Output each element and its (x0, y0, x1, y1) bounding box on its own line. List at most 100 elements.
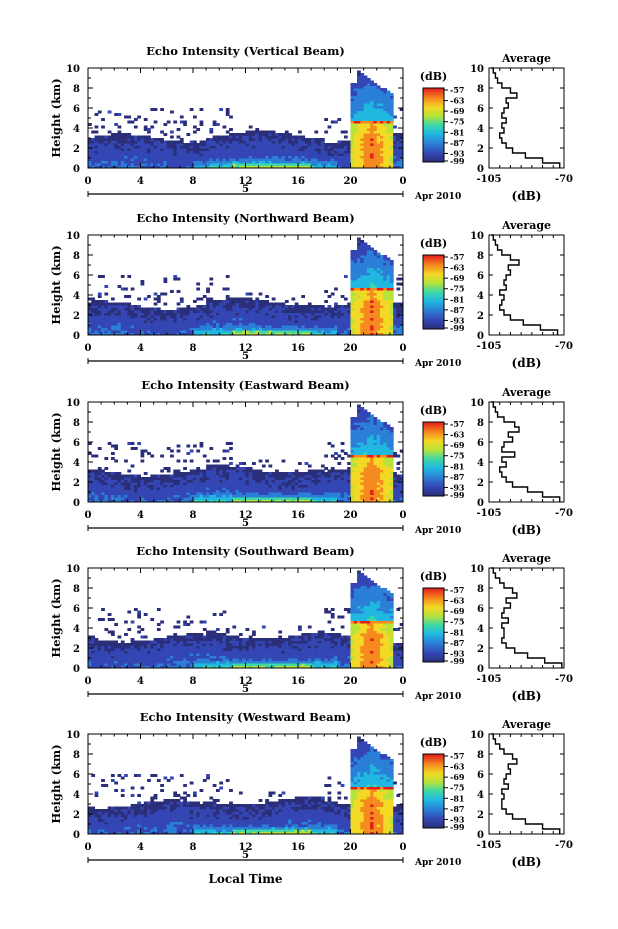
heatmap-cell (353, 83, 358, 86)
heatmap-cell (271, 138, 276, 141)
heatmap-cell (307, 330, 312, 333)
heatmap-cell (327, 315, 332, 318)
heatmap-cell (193, 300, 197, 303)
heatmap-cell (97, 275, 102, 278)
heatmap-cell (386, 467, 391, 470)
heatmap-cell (97, 292, 102, 296)
heatmap-cell (370, 320, 374, 323)
heatmap-cell (347, 302, 351, 306)
heatmap-cell (91, 332, 96, 336)
heatmap-cell (222, 325, 227, 328)
heatmap-cell (393, 150, 397, 154)
heatmap-cell (176, 160, 181, 164)
heatmap-cell (294, 332, 299, 336)
heatmap-cell (317, 332, 322, 336)
heatmap-cell (156, 482, 161, 485)
colorbar-tick-label: -69 (450, 106, 465, 116)
heatmap-cell (215, 135, 220, 139)
heatmap-cell (91, 315, 96, 318)
heatmap-cell (320, 327, 325, 331)
heatmap-cell (170, 325, 174, 328)
heatmap-cell (94, 317, 99, 321)
heatmap-cell (107, 327, 112, 331)
heatmap-cell (366, 245, 371, 248)
heatmap-cell (219, 469, 224, 473)
heatmap-cell (124, 492, 128, 495)
heatmap-cell (380, 153, 384, 156)
heatmap-cell (232, 472, 237, 475)
heatmap-cell (353, 482, 358, 485)
avg-y-tick-label: 2 (477, 311, 484, 322)
heatmap-cell (327, 477, 332, 480)
heatmap-cell (291, 158, 296, 161)
heatmap-cell (350, 477, 355, 480)
heatmap-cell (294, 484, 299, 488)
heatmap-cell (127, 492, 132, 495)
heatmap-cell (281, 305, 286, 308)
heatmap-cell (278, 315, 283, 318)
heatmap-cell (114, 163, 119, 166)
heatmap-cell (304, 138, 309, 141)
heatmap-cell (357, 98, 361, 101)
heatmap-cell (376, 292, 381, 296)
heatmap-cell (225, 442, 230, 445)
heatmap-cell (307, 312, 312, 316)
x-tick-label: 16 (291, 343, 305, 354)
heatmap-cell (370, 489, 374, 493)
heatmap-cell (353, 427, 358, 430)
heatmap-cell (366, 312, 371, 316)
heatmap-cell (156, 155, 161, 159)
heatmap-cell (281, 477, 286, 480)
heatmap-cell (255, 160, 260, 164)
heatmap-cell (298, 474, 302, 478)
heatmap-cell (245, 325, 250, 328)
heatmap-cell (229, 145, 233, 149)
heatmap-cell (225, 297, 230, 301)
heatmap-cell (255, 305, 260, 308)
heatmap-cell (117, 130, 122, 134)
heatmap-cell (101, 118, 105, 121)
heatmap-cell (232, 310, 237, 313)
heatmap-cell (314, 150, 319, 154)
heatmap-cell (265, 327, 269, 331)
colorbar-tick-label: -99 (450, 323, 465, 333)
heatmap-cell (373, 285, 378, 288)
heatmap-cell (386, 155, 391, 159)
heatmap-cell (298, 494, 302, 498)
heatmap-cell (281, 330, 286, 333)
heatmap-cell (324, 312, 329, 316)
heatmap-cell (268, 310, 273, 313)
heatmap-cell (120, 327, 125, 331)
heatmap-cell (291, 497, 296, 500)
heatmap-cell (94, 315, 99, 318)
heatmap-cell (383, 125, 388, 129)
heatmap-cell (278, 482, 283, 485)
x-tick-label: 0 (400, 176, 407, 187)
heatmap-cell (186, 499, 191, 503)
heatmap-cell (248, 330, 253, 333)
heatmap-cell (307, 320, 312, 323)
heatmap-cell (393, 332, 397, 336)
heatmap-cell (370, 429, 374, 433)
heatmap-cell (150, 158, 155, 161)
heatmap-cell (363, 320, 368, 323)
heatmap-cell (383, 120, 388, 124)
heatmap-cell (334, 477, 338, 480)
heatmap-cell (380, 434, 384, 438)
heatmap-cell (101, 482, 105, 485)
heatmap-cell (370, 125, 374, 129)
heatmap-cell (170, 330, 174, 333)
heatmap-cell (386, 133, 391, 136)
heatmap-cell (107, 487, 112, 490)
heatmap-cell (91, 158, 96, 161)
heatmap-cell (232, 307, 237, 311)
heatmap-cell (130, 158, 135, 161)
heatmap-cell (399, 153, 404, 156)
heatmap-cell (229, 474, 233, 478)
heatmap-cell (147, 130, 151, 134)
heatmap-cell (199, 143, 204, 146)
heatmap-cell (88, 489, 92, 493)
heatmap-cell (120, 330, 125, 333)
heatmap-cell (170, 165, 174, 169)
heatmap-cell (360, 270, 365, 273)
